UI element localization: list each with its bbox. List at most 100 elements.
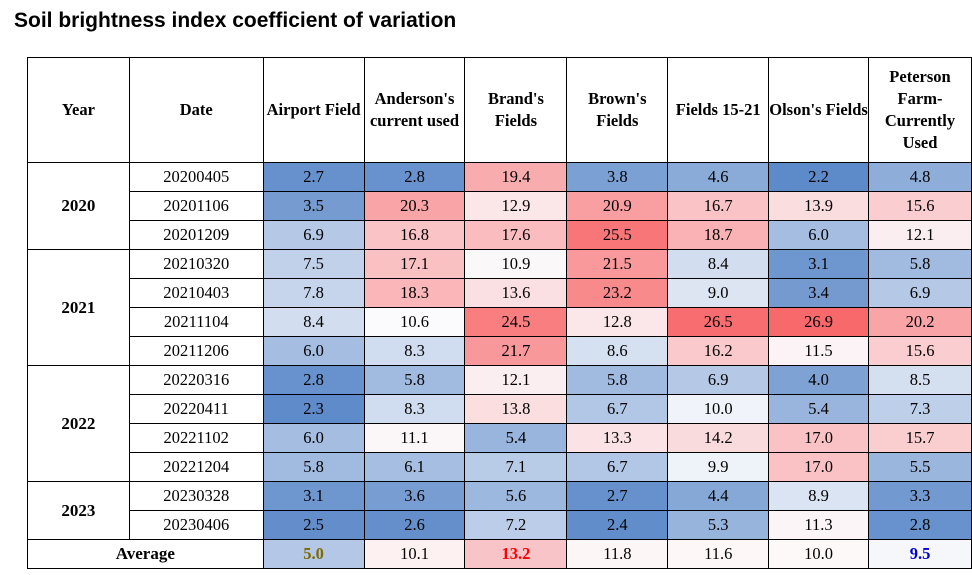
value-cell: 17.0 <box>768 423 869 453</box>
average-value-cell: 11.8 <box>566 539 669 569</box>
value-cell: 5.3 <box>667 510 770 540</box>
value-cell: 8.4 <box>262 307 365 337</box>
value-cell: 3.1 <box>262 481 365 511</box>
value-cell: 6.7 <box>566 452 669 482</box>
date-cell: 20211206 <box>128 336 264 366</box>
value-cell: 6.9 <box>868 278 972 308</box>
table-row: 20220411 2.3 8.3 13.8 6.7 10.0 5.4 7.3 <box>28 394 972 424</box>
value-cell: 16.8 <box>363 220 466 250</box>
date-cell: 20201106 <box>128 191 264 221</box>
date-cell: 20230328 <box>128 481 264 511</box>
table-row: 20201106 3.5 20.3 12.9 20.9 16.7 13.9 15.6 <box>28 191 972 221</box>
table-row: 2020 20200405 2.7 2.8 19.4 3.8 4.6 2.2 4.8 <box>27 162 972 250</box>
value-cell: 3.8 <box>566 162 669 192</box>
value-cell: 18.3 <box>363 278 466 308</box>
value-cell: 2.5 <box>262 510 365 540</box>
value-cell: 15.6 <box>868 191 972 221</box>
value-cell: 2.8 <box>262 365 365 395</box>
value-cell: 18.7 <box>667 220 770 250</box>
table-row: 2023 20230328 3.1 3.6 5.6 2.7 4.4 8.9 3.3 <box>27 481 972 540</box>
value-cell: 5.6 <box>464 481 568 511</box>
average-value-cell: 13.2 <box>464 539 568 569</box>
date-cell: 20220411 <box>128 394 264 424</box>
value-cell: 14.2 <box>667 423 770 453</box>
value-cell: 8.6 <box>566 336 669 366</box>
value-cell: 5.8 <box>868 249 972 279</box>
header-olsons-fields: Olson's Fields <box>768 57 869 163</box>
value-cell: 7.5 <box>262 249 365 279</box>
value-cell: 13.6 <box>464 278 568 308</box>
table-row: 20211104 8.4 10.6 24.5 12.8 26.5 26.9 20.2 <box>28 307 972 337</box>
year-cell: 2022 <box>27 365 130 482</box>
date-cell: 20210320 <box>128 249 264 279</box>
average-value-cell: 10.0 <box>768 539 869 569</box>
table-row: 2022 20220316 2.8 5.8 12.1 5.8 6.9 4.0 8.5 <box>27 365 972 482</box>
value-cell: 3.1 <box>768 249 869 279</box>
cv-table: Year Date Airport Field Anderson's curre… <box>27 57 972 569</box>
value-cell: 15.6 <box>868 336 972 366</box>
value-cell: 20.9 <box>566 191 669 221</box>
value-cell: 17.6 <box>464 220 568 250</box>
value-cell: 4.0 <box>768 365 869 395</box>
header-year: Year <box>27 57 130 163</box>
value-cell: 13.9 <box>768 191 869 221</box>
header-browns-fields: Brown's Fields <box>566 57 669 163</box>
average-value-cell: 10.1 <box>363 539 466 569</box>
value-cell: 8.4 <box>667 249 770 279</box>
header-fields-15-21: Fields 15-21 <box>667 57 770 163</box>
header-airport-field: Airport Field <box>262 57 365 163</box>
value-cell: 11.1 <box>363 423 466 453</box>
value-cell: 6.9 <box>262 220 365 250</box>
table-row: 20210403 7.8 18.3 13.6 23.2 9.0 3.4 6.9 <box>28 278 972 308</box>
value-cell: 17.1 <box>363 249 466 279</box>
value-cell: 24.5 <box>464 307 568 337</box>
value-cell: 4.8 <box>868 162 972 192</box>
value-cell: 8.9 <box>768 481 869 511</box>
average-row: Average 5.0 10.1 13.2 11.8 11.6 10.0 9.5 <box>27 539 972 569</box>
value-cell: 3.4 <box>768 278 869 308</box>
value-cell: 12.1 <box>868 220 972 250</box>
value-cell: 20.3 <box>363 191 466 221</box>
value-cell: 6.9 <box>667 365 770 395</box>
value-cell: 5.8 <box>262 452 365 482</box>
value-cell: 13.3 <box>566 423 669 453</box>
average-value-cell: 9.5 <box>868 539 972 569</box>
header-peterson-farm: Peterson Farm-Currently Used <box>868 57 972 163</box>
value-cell: 7.1 <box>464 452 568 482</box>
value-cell: 2.8 <box>868 510 972 540</box>
value-cell: 16.7 <box>667 191 770 221</box>
value-cell: 6.0 <box>262 336 365 366</box>
value-cell: 12.8 <box>566 307 669 337</box>
value-cell: 16.2 <box>667 336 770 366</box>
value-cell: 6.1 <box>363 452 466 482</box>
value-cell: 2.7 <box>262 162 365 192</box>
value-cell: 13.8 <box>464 394 568 424</box>
page-title: Soil brightness index coefficient of var… <box>14 9 457 32</box>
table-row: 2021 20210320 7.5 17.1 10.9 21.5 8.4 3.1 5.8 <box>27 249 972 366</box>
date-cell: 20211104 <box>128 307 264 337</box>
value-cell: 11.3 <box>768 510 869 540</box>
value-cell: 26.5 <box>667 307 770 337</box>
value-cell: 8.5 <box>868 365 972 395</box>
table-row: 20211206 6.0 8.3 21.7 8.6 16.2 11.5 15.6 <box>28 336 972 366</box>
value-cell: 4.4 <box>667 481 770 511</box>
value-cell: 9.9 <box>667 452 770 482</box>
date-cell: 20230406 <box>128 510 264 540</box>
value-cell: 3.6 <box>363 481 466 511</box>
value-cell: 20.2 <box>868 307 972 337</box>
value-cell: 5.4 <box>464 423 568 453</box>
value-cell: 2.6 <box>363 510 466 540</box>
value-cell: 4.6 <box>667 162 770 192</box>
year-cell: 2021 <box>27 249 130 366</box>
value-cell: 8.3 <box>363 336 466 366</box>
date-cell: 20220316 <box>128 365 264 395</box>
value-cell: 2.2 <box>768 162 869 192</box>
header-date: Date <box>128 57 264 163</box>
value-cell: 6.7 <box>566 394 669 424</box>
date-cell: 20221102 <box>128 423 264 453</box>
value-cell: 9.0 <box>667 278 770 308</box>
value-cell: 5.8 <box>566 365 669 395</box>
value-cell: 2.7 <box>566 481 669 511</box>
value-cell: 5.5 <box>868 452 972 482</box>
average-value-cell: 11.6 <box>667 539 770 569</box>
